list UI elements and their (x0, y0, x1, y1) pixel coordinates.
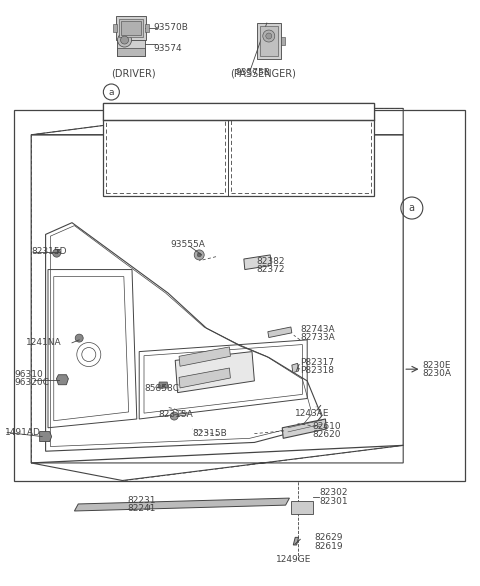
Text: P82318: P82318 (300, 366, 334, 376)
Text: 1243AE: 1243AE (295, 408, 330, 418)
Text: 8230A: 8230A (422, 369, 451, 379)
Polygon shape (179, 347, 230, 366)
Bar (117, 34, 144, 56)
Text: P82317: P82317 (300, 358, 334, 367)
Bar (117, 48, 144, 56)
Text: 1491AD: 1491AD (5, 428, 41, 437)
Bar (116, 16, 145, 39)
Text: 93575B: 93575B (235, 68, 270, 77)
Polygon shape (74, 498, 289, 511)
Circle shape (120, 36, 129, 44)
Text: 82382: 82382 (257, 257, 285, 266)
Text: a: a (108, 87, 114, 97)
Polygon shape (179, 368, 230, 388)
Text: 82629: 82629 (314, 533, 343, 543)
Text: 82315A: 82315A (158, 410, 193, 420)
Bar (144, 23, 149, 32)
Polygon shape (293, 537, 299, 545)
Bar (260, 26, 278, 56)
Polygon shape (175, 352, 254, 393)
Circle shape (170, 412, 178, 420)
Text: 93570B: 93570B (154, 23, 189, 32)
Text: 1241NA: 1241NA (26, 338, 62, 347)
Text: 82733A: 82733A (300, 333, 335, 342)
Text: 82231: 82231 (127, 496, 156, 505)
Text: 82302: 82302 (319, 488, 348, 498)
Text: 96310: 96310 (14, 370, 43, 379)
Text: 96320C: 96320C (14, 378, 49, 387)
Text: 82315B: 82315B (192, 429, 227, 438)
Bar (103, 103, 374, 196)
Text: (DRIVER): (DRIVER) (111, 68, 156, 79)
Text: 82301: 82301 (319, 496, 348, 506)
Circle shape (75, 334, 83, 342)
Polygon shape (40, 431, 52, 442)
Circle shape (263, 30, 275, 42)
Text: 93574: 93574 (154, 43, 182, 53)
Circle shape (194, 250, 204, 260)
Bar (120, 21, 141, 35)
Text: 82610: 82610 (312, 422, 341, 431)
Bar (231, 120, 372, 193)
Polygon shape (244, 255, 271, 270)
Text: (PASSENGER): (PASSENGER) (230, 68, 296, 79)
Polygon shape (282, 419, 326, 438)
Bar (257, 23, 281, 59)
Polygon shape (292, 363, 299, 373)
Circle shape (118, 33, 132, 47)
Bar (106, 120, 225, 193)
Text: 85858C: 85858C (144, 384, 179, 393)
Text: 1249GE: 1249GE (276, 555, 312, 564)
Bar (103, 103, 374, 120)
Text: 8230E: 8230E (422, 361, 451, 370)
Bar (281, 37, 285, 45)
Circle shape (197, 253, 201, 257)
Text: a: a (409, 203, 415, 213)
Text: 82315D: 82315D (31, 247, 67, 257)
Text: 82372: 82372 (257, 265, 285, 274)
Bar (291, 501, 313, 514)
Polygon shape (158, 382, 168, 388)
Bar (119, 19, 143, 36)
Text: 82241: 82241 (127, 504, 156, 513)
Circle shape (266, 33, 272, 39)
Text: 93555A: 93555A (170, 240, 205, 250)
Circle shape (53, 249, 60, 257)
Bar (112, 23, 117, 32)
Text: 82743A: 82743A (300, 325, 335, 334)
Text: 82619: 82619 (314, 541, 343, 551)
Polygon shape (57, 374, 69, 385)
Text: 82620: 82620 (312, 430, 340, 440)
Polygon shape (268, 327, 292, 338)
